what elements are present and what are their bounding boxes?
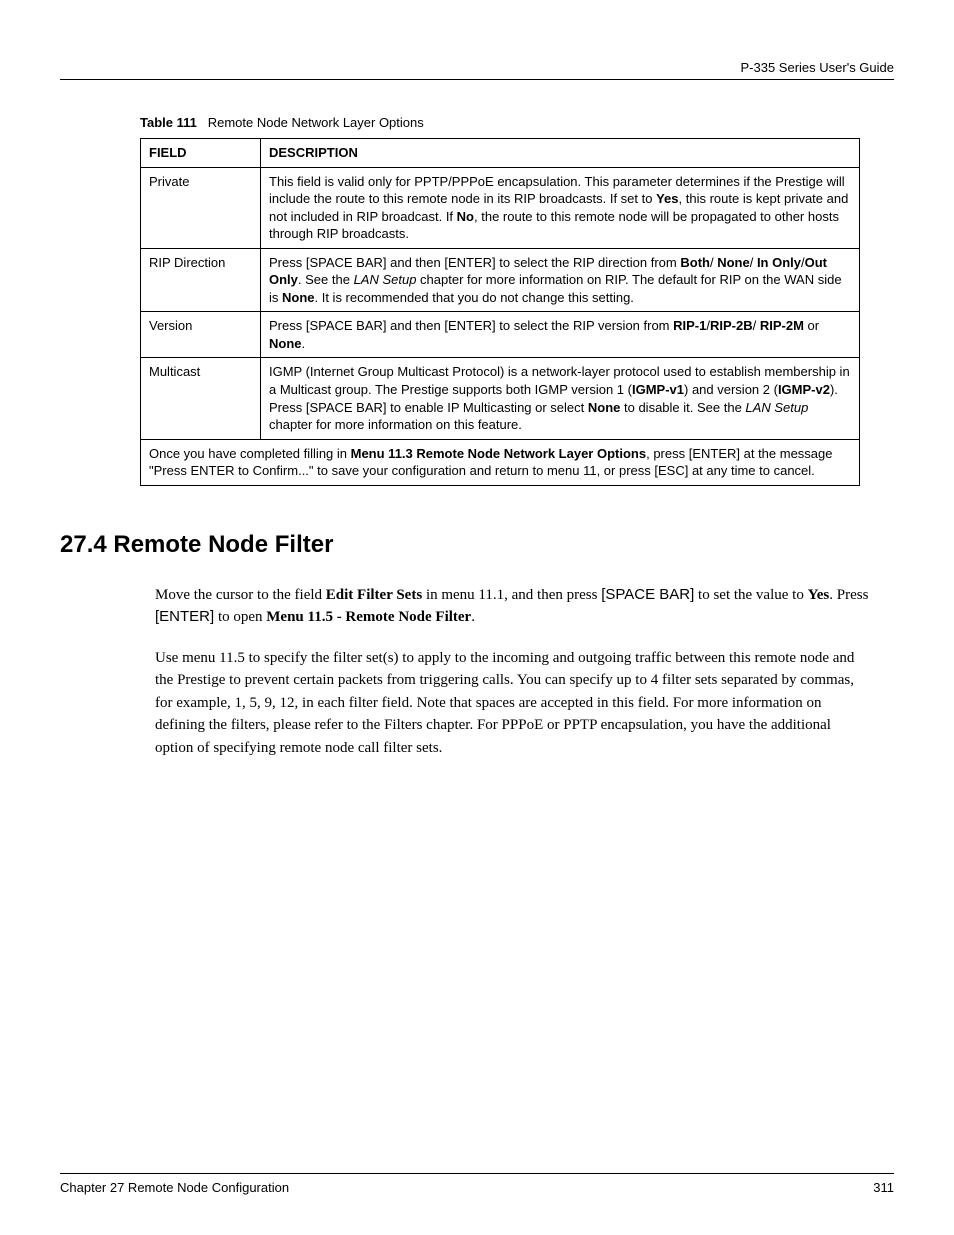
table-header-row: FIELD DESCRIPTION	[141, 139, 860, 168]
table-cell-description: IGMP (Internet Group Multicast Protocol)…	[261, 358, 860, 439]
table-row: VersionPress [SPACE BAR] and then [ENTER…	[141, 312, 860, 358]
footer-chapter: Chapter 27 Remote Node Configuration	[60, 1180, 289, 1195]
table-cell-description: Press [SPACE BAR] and then [ENTER] to se…	[261, 312, 860, 358]
table-cell-field: RIP Direction	[141, 248, 261, 312]
table-caption-label: Table 111	[140, 115, 197, 130]
table-cell-field: Multicast	[141, 358, 261, 439]
table-caption: Table 111 Remote Node Network Layer Opti…	[140, 115, 894, 130]
footer-page-number: 311	[873, 1180, 894, 1195]
table-cell-field: Version	[141, 312, 261, 358]
body-paragraph-1: Move the cursor to the field Edit Filter…	[155, 584, 869, 629]
table-row: PrivateThis field is valid only for PPTP…	[141, 167, 860, 248]
footer-rule	[60, 1173, 894, 1174]
table-cell-description: This field is valid only for PPTP/PPPoE …	[261, 167, 860, 248]
header-guide-title: P-335 Series User's Guide	[60, 60, 894, 75]
table-caption-title: Remote Node Network Layer Options	[208, 115, 424, 130]
body-paragraph-2: Use menu 11.5 to specify the filter set(…	[155, 647, 869, 760]
section-heading: 27.4 Remote Node Filter	[60, 531, 894, 559]
table-row: RIP DirectionPress [SPACE BAR] and then …	[141, 248, 860, 312]
table-footer-row: Once you have completed filling in Menu …	[141, 439, 860, 485]
table-cell-description: Press [SPACE BAR] and then [ENTER] to se…	[261, 248, 860, 312]
page-footer: Chapter 27 Remote Node Configuration 311	[60, 1173, 894, 1195]
header-rule	[60, 79, 894, 80]
table-cell-field: Private	[141, 167, 261, 248]
col-header-field: FIELD	[141, 139, 261, 168]
table-footer-cell: Once you have completed filling in Menu …	[141, 439, 860, 485]
col-header-description: DESCRIPTION	[261, 139, 860, 168]
table-row: MulticastIGMP (Internet Group Multicast …	[141, 358, 860, 439]
options-table: FIELD DESCRIPTION PrivateThis field is v…	[140, 138, 860, 486]
